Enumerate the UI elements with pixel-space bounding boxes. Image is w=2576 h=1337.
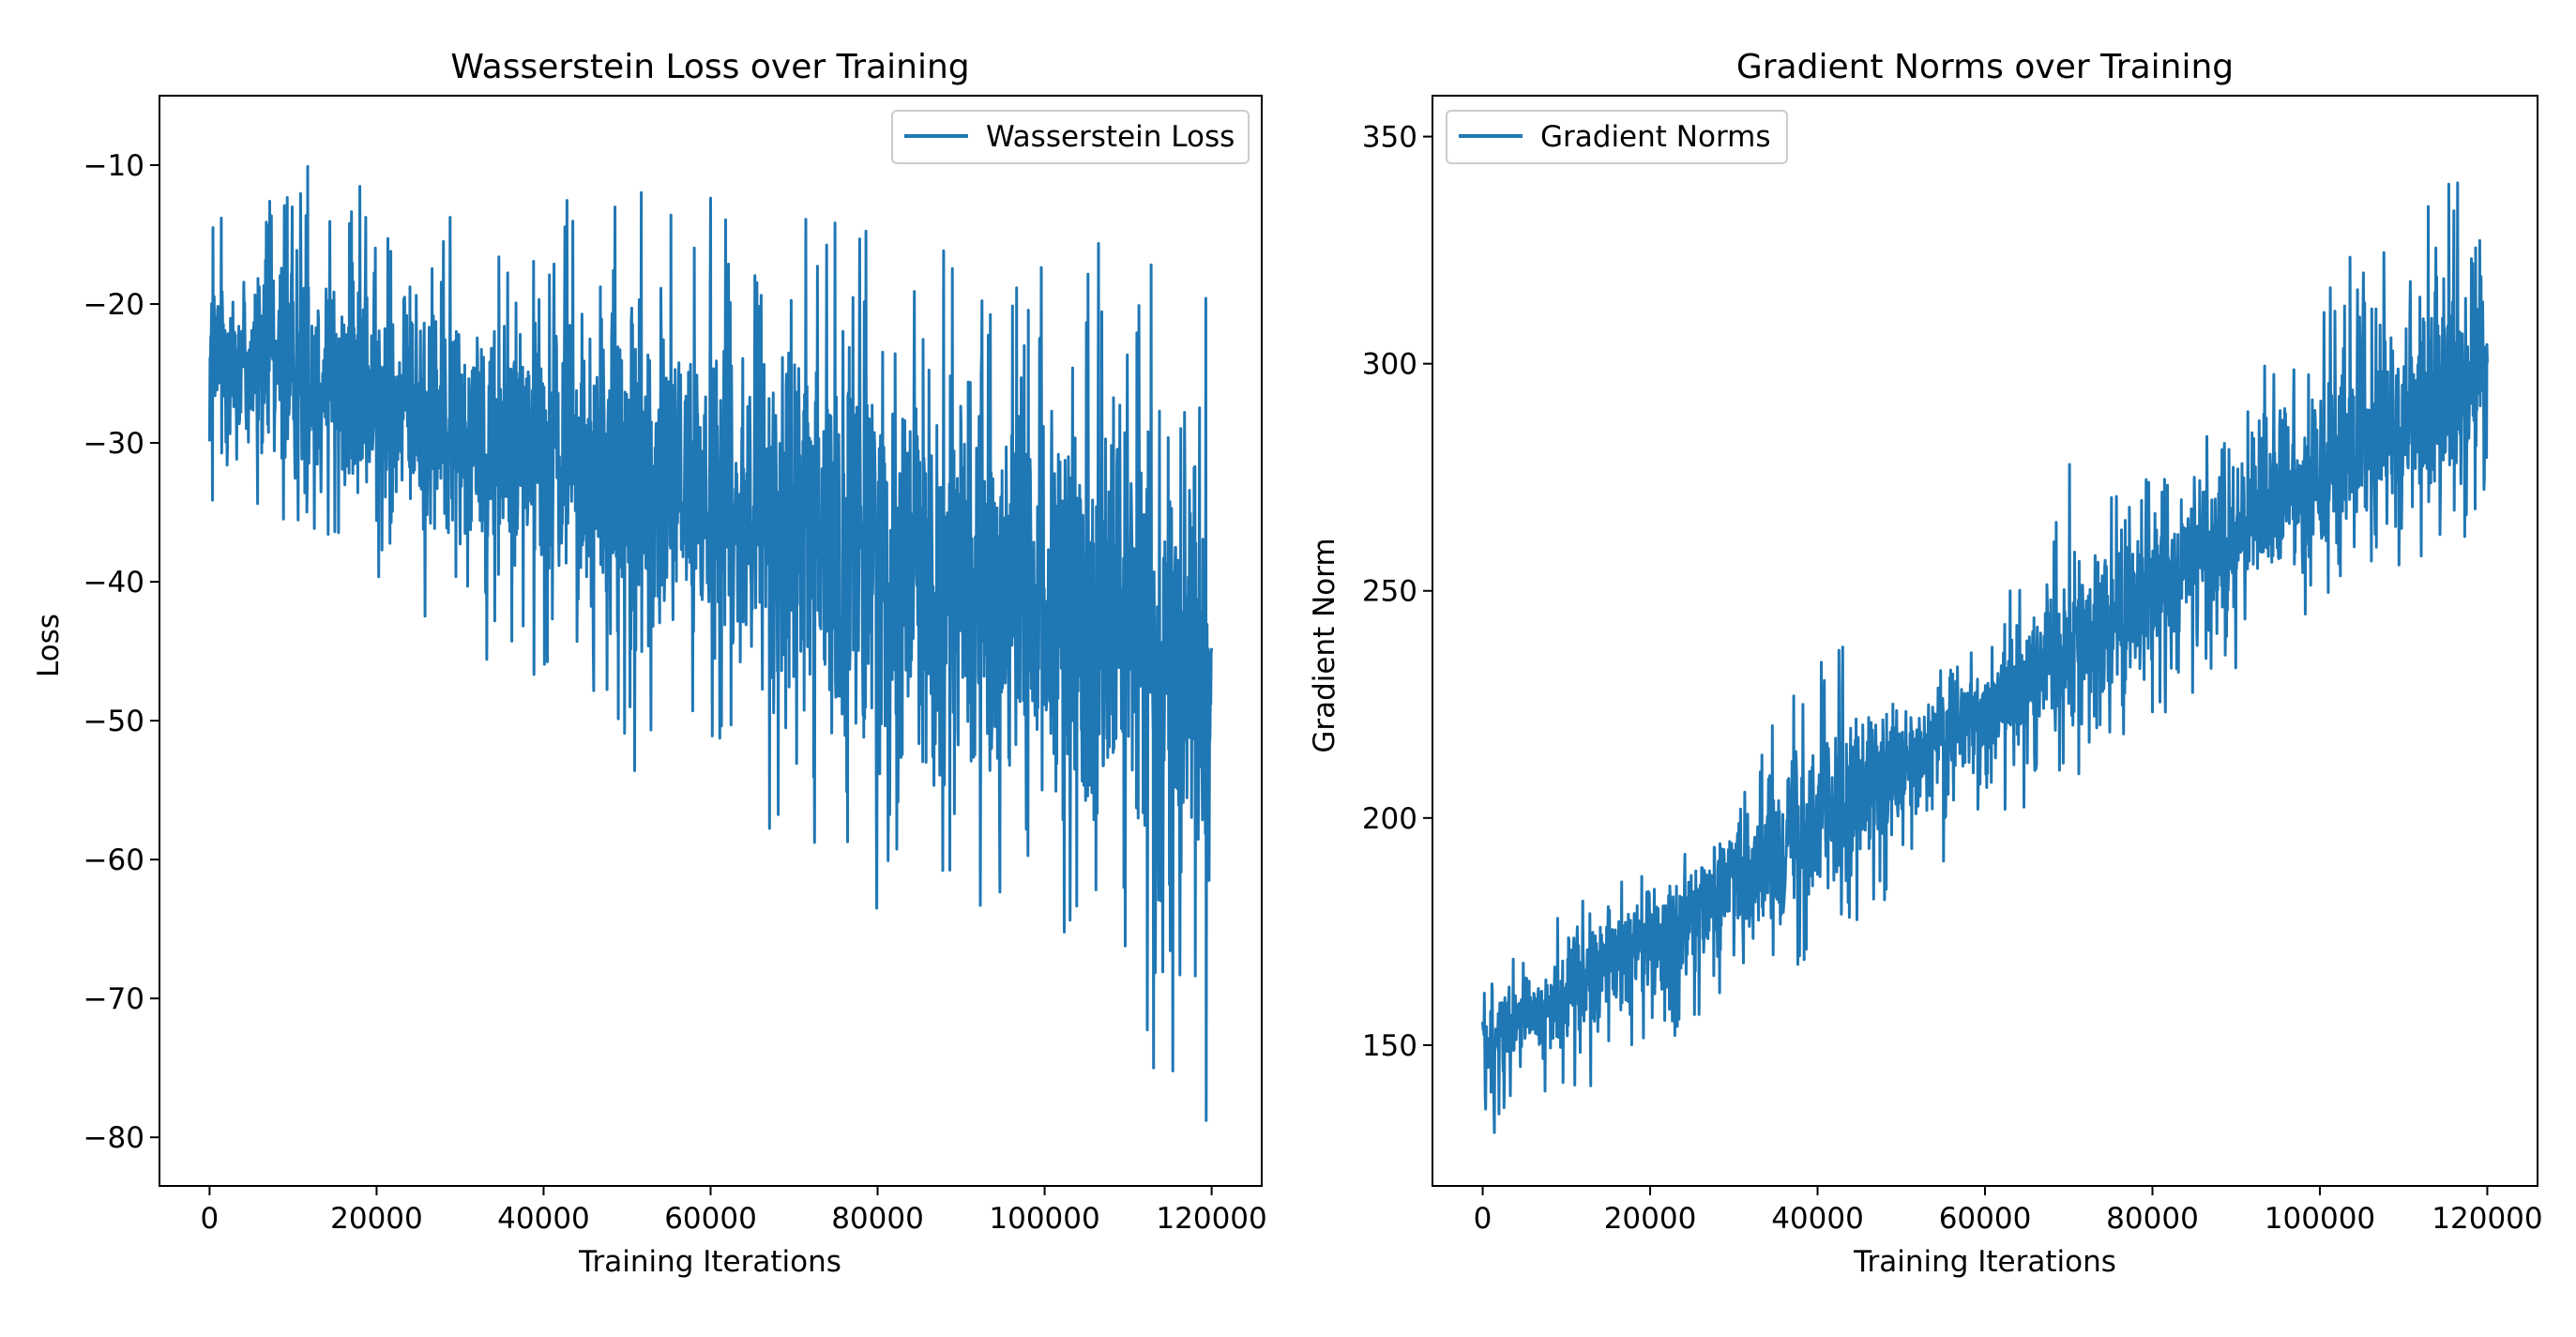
y-axis: 150 200 250 300 350 [1362, 121, 1432, 1063]
y-tick-label: −50 [83, 705, 144, 738]
gradient-norms-chart: Gradient Norms over Training Training It… [1308, 48, 2543, 1279]
y-axis-label: Loss [32, 614, 66, 677]
x-axis: 0 20000 40000 60000 80000 100000 120000 [201, 1186, 1267, 1236]
x-axis-label: Training Iterations [1853, 1245, 2116, 1279]
series-area [1481, 181, 2489, 1134]
wasserstein-loss-chart: Wasserstein Loss over Training Training … [32, 48, 1267, 1279]
y-tick-label: −20 [83, 288, 144, 322]
x-tick-label: 40000 [1771, 1202, 1864, 1236]
legend-box [1446, 110, 1788, 164]
y-tick-label: 150 [1362, 1029, 1417, 1063]
legend-label: Gradient Norms [1540, 120, 1771, 154]
x-tick-label: 60000 [1939, 1202, 2032, 1236]
series-line [207, 164, 1214, 1122]
y-tick-label: 350 [1362, 121, 1417, 155]
legend-box [891, 110, 1250, 164]
x-tick-label: 20000 [1604, 1202, 1697, 1236]
y-axis: −10 −20 −30 −40 −50 −60 −70 −80 [83, 149, 159, 1155]
x-tick-label: 0 [1474, 1202, 1493, 1236]
plot-frame [1432, 95, 2538, 1187]
y-tick-label: 250 [1362, 575, 1417, 609]
x-tick-label: 120000 [2432, 1202, 2542, 1236]
x-axis-label: Training Iterations [578, 1245, 841, 1279]
plot-frame [159, 95, 1263, 1187]
y-tick-label: −40 [83, 566, 144, 600]
y-tick-label: −80 [83, 1121, 144, 1155]
x-tick-label: 20000 [330, 1202, 423, 1236]
chart-title: Gradient Norms over Training [1736, 48, 2234, 86]
legend: Gradient Norms [1446, 110, 1788, 164]
y-tick-label: −60 [83, 843, 144, 877]
y-tick-label: 200 [1362, 802, 1417, 836]
y-tick-label: −30 [83, 427, 144, 461]
x-tick-label: 80000 [2106, 1202, 2199, 1236]
x-tick-label: 40000 [497, 1202, 590, 1236]
y-tick-label: −10 [83, 149, 144, 183]
legend: Wasserstein Loss [891, 110, 1250, 164]
x-tick-label: 120000 [1156, 1202, 1266, 1236]
x-tick-label: 80000 [831, 1202, 924, 1236]
chart-title: Wasserstein Loss over Training [450, 48, 969, 86]
x-tick-label: 0 [201, 1202, 220, 1236]
legend-label: Wasserstein Loss [986, 120, 1235, 154]
y-tick-label: −70 [83, 982, 144, 1016]
series-area [207, 164, 1214, 1122]
series-line [1481, 181, 2489, 1134]
y-tick-label: 300 [1362, 348, 1417, 382]
x-tick-label: 60000 [664, 1202, 757, 1236]
x-axis: 0 20000 40000 60000 80000 100000 120000 [1474, 1186, 2543, 1236]
x-tick-label: 100000 [989, 1202, 1099, 1236]
y-axis-label: Gradient Norm [1308, 538, 1341, 752]
x-tick-label: 100000 [2265, 1202, 2375, 1236]
